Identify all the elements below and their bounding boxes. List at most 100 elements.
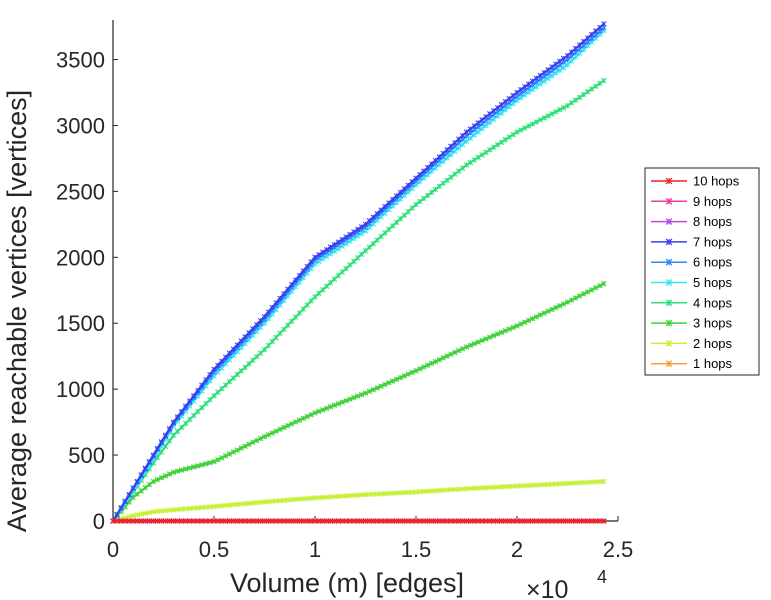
- series-marker-4-hops: [593, 83, 599, 89]
- data-point-7-hops: [364, 223, 367, 226]
- data-point-3-hops: [132, 496, 135, 499]
- x-tick-label: 1.5: [401, 537, 432, 562]
- series-marker-5-hops: [483, 122, 489, 129]
- series-marker-3-hops: [588, 287, 595, 293]
- series-marker-3-hops: [331, 402, 338, 409]
- series-marker-3-hops: [242, 443, 248, 450]
- series-marker-7-hops: [358, 224, 365, 230]
- legend-marker-icon: [665, 218, 673, 226]
- series-marker-3-hops: [146, 481, 153, 488]
- series-line-5-hops: [112, 29, 605, 522]
- data-point-3-hops: [566, 300, 569, 304]
- data-point-4-hops: [212, 394, 216, 397]
- series-marker-4-hops: [545, 113, 551, 119]
- series-marker-5-hops: [525, 89, 532, 95]
- series-marker-7-hops: [203, 377, 209, 383]
- series-marker-7-hops: [199, 382, 205, 388]
- series-marker-5-hops: [487, 119, 493, 126]
- series-marker-4-hops: [498, 139, 505, 145]
- series-marker-3-hops: [219, 455, 225, 461]
- y-tick-label: 0: [93, 509, 105, 534]
- legend-item-8-hops: 8 hops: [651, 214, 733, 229]
- series-marker-4-hops: [568, 100, 575, 106]
- series-marker-3-hops: [556, 303, 563, 309]
- data-point-7-hops: [313, 256, 317, 259]
- data-point-3-hops: [364, 391, 367, 395]
- series-marker-10-hops: [593, 518, 599, 524]
- series-line-6-hops: [112, 27, 605, 522]
- data-point-7-hops: [414, 177, 418, 180]
- series-marker-3-hops: [304, 413, 310, 420]
- series-marker-3-hops: [191, 464, 197, 470]
- data-point-7-hops: [212, 368, 216, 371]
- series-marker-7-hops: [207, 371, 213, 378]
- series-marker-3-hops: [459, 346, 466, 352]
- series-marker-10-hops: [122, 518, 128, 524]
- series-marker-7-hops: [323, 246, 330, 253]
- series-marker-4-hops: [502, 136, 509, 143]
- x-multiplier-exp: 4: [597, 567, 607, 587]
- series-marker-3-hops: [494, 331, 501, 337]
- series-marker-5-hops: [553, 70, 559, 76]
- series-marker-4-hops: [467, 159, 474, 166]
- series-marker-7-hops: [475, 120, 481, 126]
- series-marker-7-hops: [265, 309, 272, 315]
- y-tick-label: 500: [68, 443, 105, 468]
- x-tick-label: 2.5: [603, 537, 634, 562]
- series-marker-3-hops: [545, 308, 551, 315]
- data-point-2-hops: [152, 510, 155, 513]
- series-marker-5-hops: [490, 116, 497, 123]
- series-7-hops: [110, 21, 607, 524]
- series-marker-3-hops: [424, 362, 431, 368]
- series-marker-3-hops: [471, 340, 478, 347]
- data-point-5-hops: [212, 374, 216, 378]
- series-marker-5-hops: [537, 81, 544, 87]
- x-ticks: 0 0.5 1 1.5 2 2.5: [107, 516, 633, 562]
- data-point-6-hops: [515, 95, 519, 98]
- series-marker-10-hops: [178, 518, 185, 524]
- series-marker-10-hops: [203, 518, 209, 524]
- series-marker-7-hops: [178, 408, 185, 415]
- data-point-6-hops: [566, 58, 569, 61]
- legend-marker-icon: [665, 258, 673, 266]
- series-marker-4-hops: [537, 117, 544, 123]
- series-marker-3-hops: [351, 394, 357, 401]
- series-marker-4-hops: [572, 97, 579, 103]
- data-point-4-hops: [566, 104, 569, 107]
- series-marker-4-hops: [455, 168, 462, 174]
- data-point-4-hops: [152, 461, 155, 465]
- series-marker-4-hops: [522, 125, 528, 131]
- series-marker-3-hops: [257, 435, 264, 442]
- y-tick-label: 3500: [56, 48, 105, 73]
- legend-label: 7 hops: [693, 234, 733, 249]
- series-marker-7-hops: [154, 445, 161, 452]
- series-marker-7-hops: [537, 72, 544, 79]
- series-marker-3-hops: [572, 295, 579, 301]
- series-marker-4-hops: [597, 80, 603, 87]
- series-marker-2-hops: [142, 510, 149, 517]
- y-ticks: 0 500 1000 1500 2000 2500 3000 3500: [56, 48, 118, 534]
- series-marker-5-hops: [467, 135, 474, 141]
- series-marker-3-hops: [401, 373, 408, 379]
- series-marker-7-hops: [273, 300, 279, 306]
- data-point-3-hops: [212, 460, 216, 463]
- series-marker-4-hops: [494, 141, 501, 148]
- series-marker-2-hops: [134, 512, 140, 518]
- data-point-10-hops: [313, 519, 317, 523]
- series-marker-5-hops: [494, 113, 501, 119]
- series-marker-3-hops: [250, 439, 256, 446]
- data-point-2-hops: [132, 514, 135, 517]
- series-marker-7-hops: [347, 231, 353, 238]
- series-marker-3-hops: [440, 355, 446, 361]
- series-marker-7-hops: [142, 465, 149, 472]
- series-marker-3-hops: [296, 417, 303, 423]
- data-point-10-hops: [566, 519, 569, 523]
- series-marker-7-hops: [498, 101, 505, 108]
- series-marker-3-hops: [409, 369, 415, 376]
- data-point-3-hops: [602, 282, 606, 285]
- series-marker-7-hops: [277, 295, 283, 302]
- x-tick-label: 1: [309, 537, 321, 562]
- x-tick-label: 0.5: [199, 537, 230, 562]
- series-marker-10-hops: [207, 518, 213, 524]
- data-point-2-hops: [212, 505, 216, 508]
